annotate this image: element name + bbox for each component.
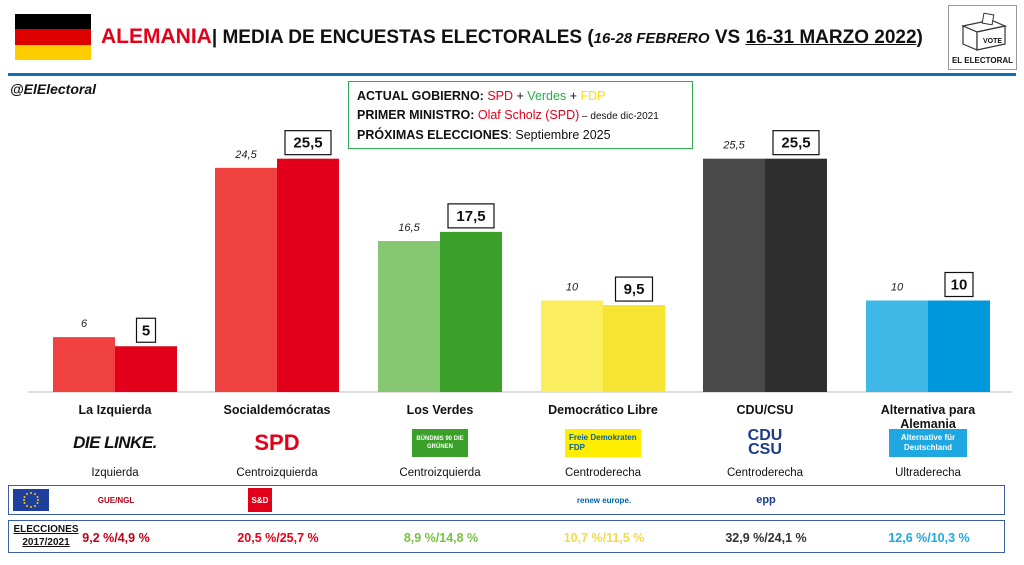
bar-previous bbox=[378, 241, 440, 392]
germany-flag-icon bbox=[15, 14, 91, 60]
party-ideology: Centroderecha bbox=[564, 467, 642, 479]
data-label-current: 10 bbox=[951, 277, 968, 294]
eu-group-label bbox=[411, 488, 471, 512]
party-logo: BÜNDNIS 90 DIE GRÜNEN bbox=[390, 425, 490, 461]
party-name: CDU/CSU bbox=[736, 403, 794, 417]
election-result: 20,5 %/25,7 % bbox=[237, 531, 319, 545]
bar-current bbox=[440, 231, 502, 392]
el-electoral-logo: VOTE EL ELECTORAL bbox=[948, 5, 1017, 70]
data-label-box bbox=[614, 276, 654, 302]
party-logo: Alternative für Deutschland bbox=[878, 425, 978, 461]
bar-current bbox=[115, 346, 177, 392]
bar-current bbox=[603, 305, 665, 392]
data-label-box bbox=[944, 271, 974, 298]
bar-current bbox=[277, 158, 339, 392]
data-label-current: 25,5 bbox=[293, 135, 322, 152]
party-logo: SPD bbox=[227, 425, 327, 461]
elections-label: ELECCIONES 2017/2021 bbox=[13, 524, 79, 548]
party-name: Alternativa para Alemania bbox=[880, 403, 976, 431]
twitter-handle: @ElElectoral bbox=[10, 81, 97, 97]
bar-previous bbox=[53, 337, 115, 392]
eu-group-row: GUE/NGL S&D renew europe. epp bbox=[8, 485, 1005, 515]
party-logo-text: Alternative für Deutschland bbox=[889, 429, 967, 457]
data-label-previous: 10 bbox=[566, 282, 579, 294]
header-divider bbox=[8, 73, 1016, 76]
eu-group-label: S&D bbox=[248, 488, 272, 512]
bar-previous bbox=[703, 158, 765, 392]
party-ideology: Centroizquierda bbox=[399, 467, 481, 479]
page-title: ALEMANIA| MEDIA DE ENCUESTAS ELECTORALES… bbox=[101, 25, 923, 48]
data-label-previous: 16,5 bbox=[398, 222, 420, 234]
party-ideology: Centroderecha bbox=[726, 467, 804, 479]
party-logo: CDU CSU bbox=[715, 425, 815, 461]
eu-group-label: epp bbox=[756, 494, 776, 506]
party-ideology: Izquierda bbox=[91, 467, 139, 479]
election-result: 12,6 %/10,3 % bbox=[888, 531, 970, 545]
data-label-previous: 25,5 bbox=[722, 140, 745, 152]
government-info-box: ACTUAL GOBIERNO: SPD + Verdes + FDP PRIM… bbox=[348, 81, 693, 149]
data-label-current: 17,5 bbox=[456, 208, 485, 225]
party-ideology: Centroizquierda bbox=[236, 467, 318, 479]
past-elections-row: ELECCIONES 2017/2021 9,2 %/4,9 % 20,5 %/2… bbox=[8, 520, 1005, 553]
data-label-current: 5 bbox=[142, 322, 150, 339]
party-name: Los Verdes bbox=[406, 403, 474, 417]
party-logo: DIE LINKE. bbox=[65, 425, 165, 461]
bar-previous bbox=[866, 300, 928, 392]
bar-previous bbox=[215, 167, 277, 392]
svg-text:VOTE: VOTE bbox=[983, 38, 1002, 45]
party-logo-text: BÜNDNIS 90 DIE GRÜNEN bbox=[412, 429, 468, 457]
data-label-current: 9,5 bbox=[624, 281, 645, 298]
election-result: 8,9 %/14,8 % bbox=[403, 531, 479, 545]
eu-group-label: GUE/NGL bbox=[97, 495, 135, 505]
party-logo-text: Freie Demokraten FDP bbox=[565, 429, 641, 457]
data-label-current: 25,5 bbox=[781, 135, 810, 152]
data-label-box bbox=[447, 203, 495, 229]
data-label-previous: 10 bbox=[891, 282, 904, 294]
bar-previous bbox=[541, 300, 603, 392]
party-logo-text: DIE LINKE. bbox=[73, 433, 157, 452]
party-name: Socialdemócratas bbox=[223, 403, 331, 417]
party-logo-text: CDU CSU bbox=[747, 427, 783, 458]
election-result: 32,9 %/24,1 % bbox=[725, 531, 807, 545]
party-name: Democrático Libre bbox=[548, 403, 658, 417]
party-logo-text: SPD bbox=[254, 430, 300, 455]
eu-flag-icon bbox=[13, 489, 49, 511]
eu-group-label bbox=[899, 488, 959, 512]
ballot-box-icon: VOTE bbox=[961, 12, 1007, 51]
data-label-previous: 24,5 bbox=[234, 149, 257, 161]
eu-group-label: renew europe. bbox=[576, 495, 632, 505]
party-name: La Izquierda bbox=[78, 403, 152, 417]
party-logo: Freie Demokraten FDP bbox=[553, 425, 653, 461]
data-label-previous: 6 bbox=[81, 318, 88, 330]
party-ideology: Ultraderecha bbox=[895, 467, 961, 479]
bar-current bbox=[765, 158, 827, 392]
election-result: 9,2 %/4,9 % bbox=[82, 531, 150, 545]
bar-current bbox=[928, 300, 990, 392]
data-label-box bbox=[772, 130, 820, 156]
data-label-box bbox=[135, 317, 157, 343]
election-result: 10,7 %/11,5 % bbox=[563, 531, 645, 545]
data-label-box bbox=[284, 130, 332, 156]
